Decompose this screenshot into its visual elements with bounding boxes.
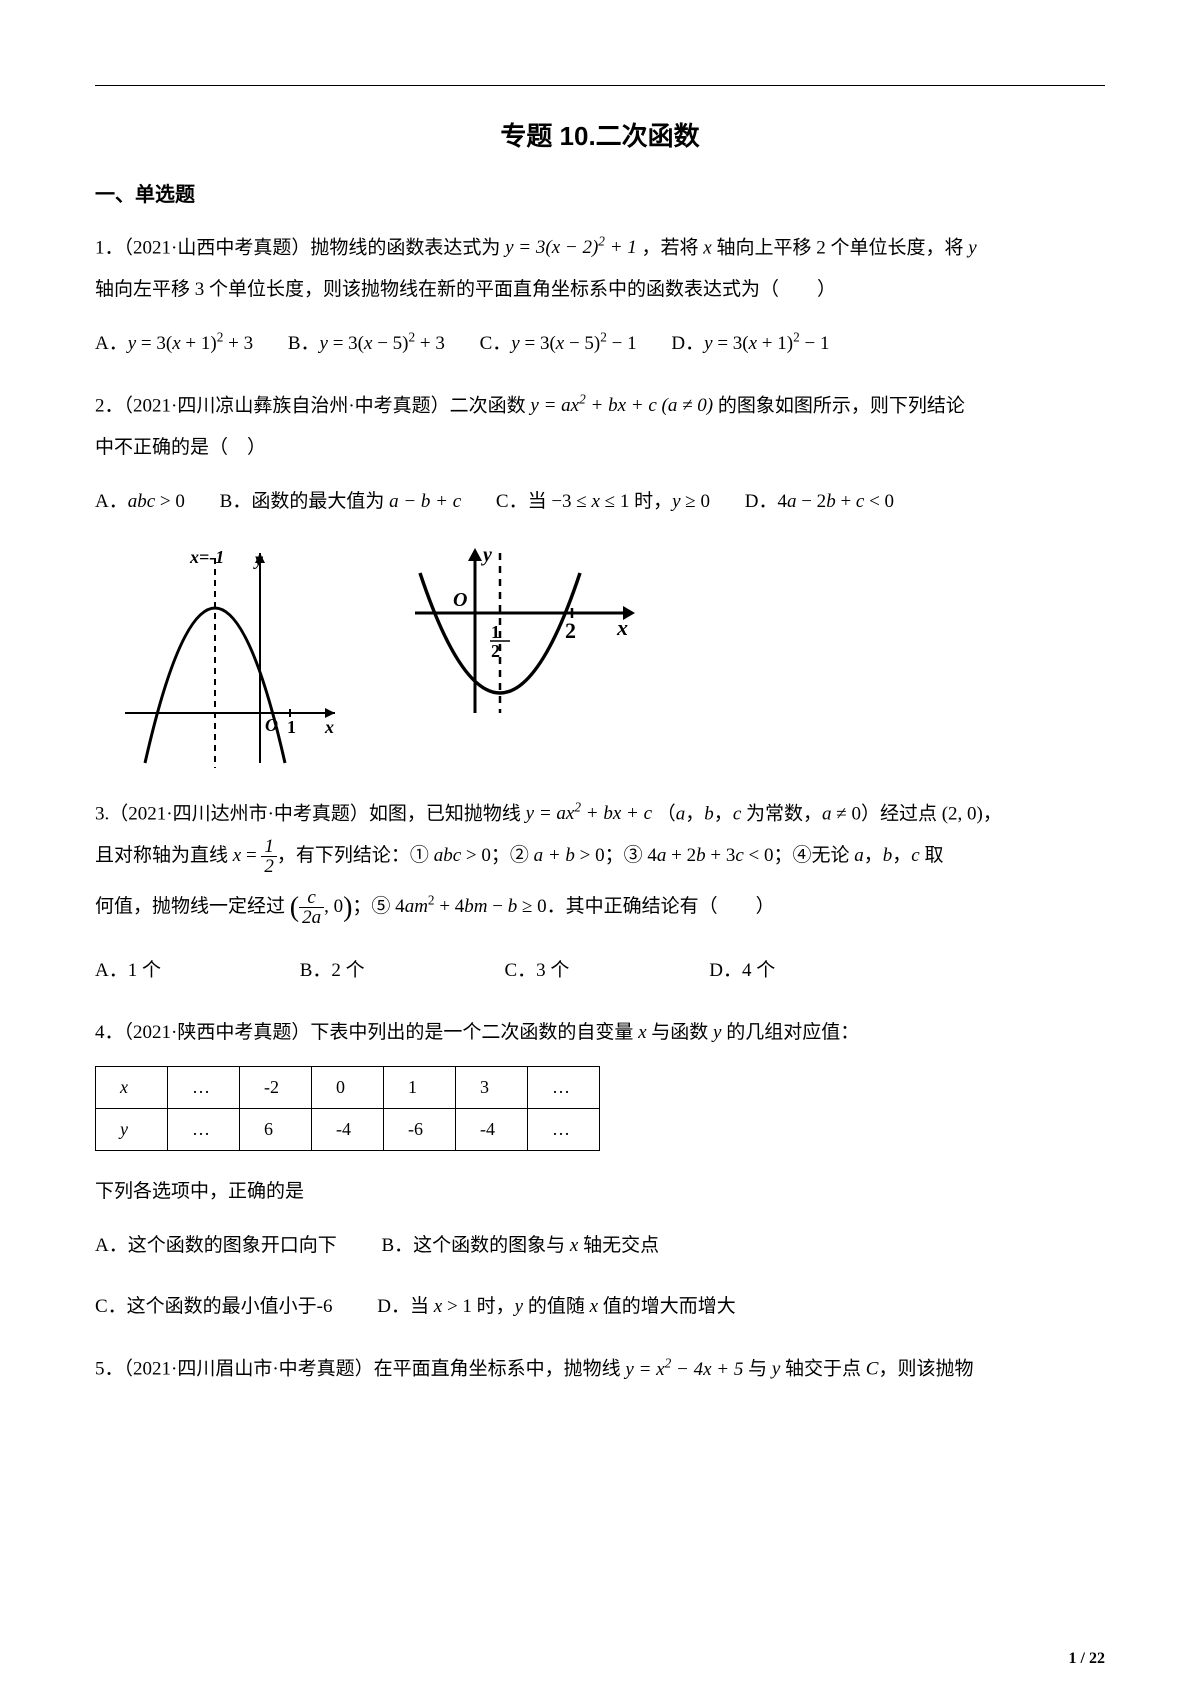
cell: -4	[312, 1108, 384, 1150]
cell-y: y	[96, 1108, 168, 1150]
svg-text:O: O	[453, 589, 467, 611]
q3-options: A．1 个 B．2 个 C．3 个 D．4 个	[95, 950, 1105, 992]
q4-A: A．这个函数的图象开口向下	[95, 1235, 337, 1256]
q4-lead: 下列各选项中，正确的是	[95, 1171, 1105, 1213]
q5-expr: y = x2 − 4x + 5	[625, 1359, 743, 1380]
q2-D: D．4a − 2b + c < 0	[745, 491, 894, 512]
cell: 0	[312, 1066, 384, 1108]
svg-text:y: y	[253, 549, 264, 569]
table-row: x … -2 0 1 3 …	[96, 1066, 600, 1108]
q1-stem: 1．（2021·山西中考真题）抛物线的函数表达式为 y = 3(x − 2)2 …	[95, 227, 1105, 311]
q3-stem-c: 且对称轴为直线 x = 12，有下列结论：① abc > 0；② a + b >…	[95, 845, 943, 866]
q1-B: B．y = 3(x − 5)2 + 3	[288, 333, 445, 354]
parabola-down-fig: x=-1 y O 1 x	[115, 543, 345, 773]
svg-text:1: 1	[287, 717, 296, 737]
svg-text:1: 1	[491, 622, 500, 642]
q5-stem-b: 与 y 轴交于点 C，则该抛物	[748, 1359, 973, 1380]
q3-stem-a: 3.（2021·四川达州市·中考真题）如图，已知抛物线	[95, 803, 526, 824]
q1-C: C．y = 3(x − 5)2 − 1	[480, 333, 637, 354]
q1-stem-a: 1．（2021·山西中考真题）抛物线的函数表达式为	[95, 237, 505, 258]
q1-expr: y = 3(x − 2)2 + 1	[505, 237, 637, 258]
q3-stem: 3.（2021·四川达州市·中考真题）如图，已知抛物线 y = ax2 + bx…	[95, 793, 1105, 939]
cell: …	[168, 1066, 240, 1108]
q2-C: C．当 −3 ≤ x ≤ 1 时，y ≥ 0	[496, 491, 710, 512]
q1-options: A．y = 3(x + 1)2 + 3 B．y = 3(x − 5)2 + 3 …	[95, 323, 1105, 365]
q2-figures: x=-1 y O 1 x y O 1 2 2 x	[115, 543, 1105, 773]
q3-D: D．4 个	[709, 950, 909, 992]
q2-expr: y = ax2 + bx + c (a ≠ 0)	[530, 395, 713, 416]
parabola-up-fig: y O 1 2 2 x	[405, 543, 645, 723]
svg-text:x=-1: x=-1	[189, 547, 224, 567]
cell: -2	[240, 1066, 312, 1108]
q3-B: B．2 个	[300, 950, 500, 992]
top-rule	[95, 85, 1105, 86]
q1-stem-b: ，若将 x 轴向上平移 2 个单位长度，将 y	[642, 237, 977, 258]
q4-options-ab: A．这个函数的图象开口向下 B．这个函数的图象与 x 轴无交点	[95, 1225, 1105, 1267]
q2-A: A．abc > 0	[95, 491, 185, 512]
section-heading: 一、单选题	[95, 178, 1105, 207]
cell: -4	[456, 1108, 528, 1150]
svg-text:x: x	[616, 615, 628, 640]
q2-stem: 2．（2021·四川凉山彝族自治州·中考真题）二次函数 y = ax2 + bx…	[95, 385, 1105, 469]
q2-B: B．函数的最大值为 a − b + c	[220, 491, 462, 512]
cell: 1	[384, 1066, 456, 1108]
q2-options: A．abc > 0 B．函数的最大值为 a − b + c C．当 −3 ≤ x…	[95, 481, 1105, 523]
q3-stem-e: 何值，抛物线一定经过 (c2a, 0)；⑤ 4am2 + 4bm − b ≥ 0…	[95, 896, 775, 917]
cell: …	[528, 1066, 600, 1108]
q4-stem: 4．（2021·陕西中考真题）下表中列出的是一个二次函数的自变量 x 与函数 y…	[95, 1012, 1105, 1054]
q4-table: x … -2 0 1 3 … y … 6 -4 -6 -4 …	[95, 1066, 600, 1151]
q3-expr: y = ax2 + bx + c	[526, 803, 652, 824]
q5-stem-a: 5．（2021·四川眉山市·中考真题）在平面直角坐标系中，抛物线	[95, 1359, 625, 1380]
q2-stem-a: 2．（2021·四川凉山彝族自治州·中考真题）二次函数	[95, 395, 530, 416]
svg-text:2: 2	[491, 641, 500, 661]
q4-B: B．这个函数的图象与 x 轴无交点	[381, 1235, 659, 1256]
svg-text:2: 2	[565, 618, 576, 643]
q2-stem-b: 的图象如图所示，则下列结论	[718, 395, 965, 416]
svg-text:x: x	[324, 717, 334, 737]
q1-A: A．y = 3(x + 1)2 + 3	[95, 333, 253, 354]
q3-A: A．1 个	[95, 950, 295, 992]
q1-D: D．y = 3(x + 1)2 − 1	[671, 333, 829, 354]
cell: 6	[240, 1108, 312, 1150]
page-number: 1 / 22	[1069, 1650, 1105, 1668]
q4-D: D．当 x > 1 时，y 的值随 x 值的增大而增大	[377, 1296, 736, 1317]
cell: 3	[456, 1066, 528, 1108]
q2-stem-c: 中不正确的是（ ）	[95, 437, 266, 458]
cell: -6	[384, 1108, 456, 1150]
svg-text:y: y	[481, 544, 492, 566]
q3-C: C．3 个	[505, 950, 705, 992]
q3-stem-b: （a，b，c 为常数，a ≠ 0）经过点 (2, 0)，	[657, 803, 1002, 824]
q4-options-cd: C．这个函数的最小值小于-6 D．当 x > 1 时，y 的值随 x 值的增大而…	[95, 1286, 1105, 1328]
q4-stem-text: 4．（2021·陕西中考真题）下表中列出的是一个二次函数的自变量 x 与函数 y…	[95, 1022, 859, 1043]
page-title: 专题 10.二次函数	[95, 116, 1105, 153]
cell: …	[168, 1108, 240, 1150]
table-row: y … 6 -4 -6 -4 …	[96, 1108, 600, 1150]
q5-stem: 5．（2021·四川眉山市·中考真题）在平面直角坐标系中，抛物线 y = x2 …	[95, 1348, 1105, 1390]
q1-stem-c: 轴向左平移 3 个单位长度，则该抛物线在新的平面直角坐标系中的函数表达式为（ ）	[95, 279, 836, 300]
q4-C: C．这个函数的最小值小于-6	[95, 1296, 333, 1317]
cell: …	[528, 1108, 600, 1150]
svg-text:O: O	[265, 715, 278, 735]
cell-x: x	[96, 1066, 168, 1108]
